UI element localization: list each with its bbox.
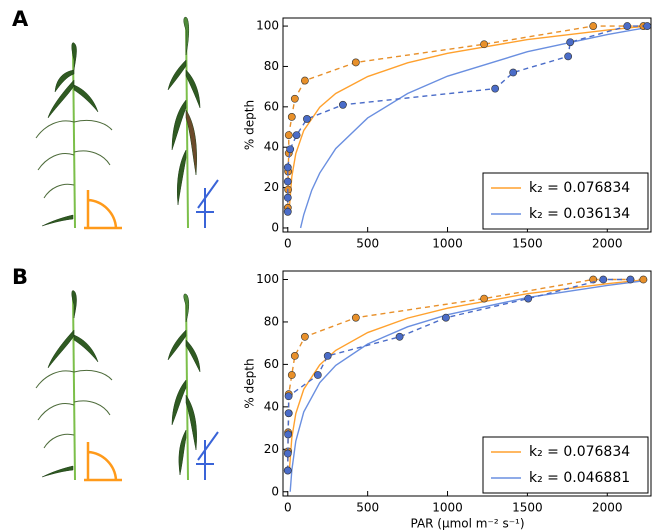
data-point [564, 52, 573, 61]
data-point [599, 275, 608, 284]
y-axis-label: % depth [243, 358, 257, 408]
data-point [284, 430, 293, 439]
fit-line [288, 25, 648, 208]
fit-line [299, 26, 648, 229]
y-tick-label: 40 [264, 140, 279, 154]
data-point [339, 100, 347, 109]
data-point [351, 58, 360, 67]
plant-illustrations-b [35, 290, 219, 482]
data-point [300, 76, 309, 85]
data-point [566, 38, 575, 47]
legend-box [482, 436, 649, 494]
legend-box [482, 172, 649, 230]
y-tick-label: 60 [264, 357, 279, 371]
data-point [284, 392, 293, 401]
data-point [524, 294, 533, 303]
panel-label: A [12, 7, 29, 31]
y-tick-label: 100 [256, 19, 279, 33]
y-tick-label: 0 [271, 220, 279, 234]
data-point [284, 131, 293, 139]
data-point [351, 313, 360, 322]
x-tick-label: 500 [356, 237, 379, 251]
y-tick-label: 80 [264, 314, 279, 328]
data-point [313, 371, 322, 379]
data-point [395, 332, 404, 341]
data-point [643, 22, 652, 30]
x-axis-label: PAR (μmol m⁻² s⁻¹) [410, 517, 524, 531]
legend-label: k₂ = 0.036134 [529, 206, 630, 222]
data-point [283, 449, 292, 458]
data-point [290, 94, 299, 103]
data-point [480, 294, 489, 303]
y-tick-label: 0 [271, 484, 279, 498]
data-point [283, 163, 292, 172]
x-tick-label: 1000 [432, 501, 463, 515]
panel-label: B [12, 265, 28, 289]
y-axis-label: % depth [243, 100, 257, 150]
data-point [292, 131, 301, 139]
data-point [287, 113, 296, 121]
plot-area [283, 275, 648, 492]
x-tick-label: 0 [284, 237, 292, 251]
data-point [442, 313, 450, 322]
measured-line [287, 278, 631, 471]
x-tick-label: 1500 [512, 501, 543, 515]
legend-label: k₂ = 0.046881 [529, 470, 630, 486]
x-tick-label: 1500 [512, 237, 543, 251]
fit-line [288, 278, 648, 471]
data-point [283, 466, 292, 475]
data-point [623, 22, 632, 30]
data-point [283, 193, 292, 202]
data-point [283, 177, 292, 186]
x-tick-label: 2000 [592, 501, 623, 515]
x-tick-label: 500 [356, 501, 379, 515]
plant-illustrations-a [35, 16, 219, 230]
legend-label: k₂ = 0.076834 [529, 444, 630, 460]
data-point [480, 40, 489, 49]
y-tick-label: 60 [264, 99, 279, 113]
plot-frame [282, 270, 652, 497]
data-point [284, 409, 293, 418]
data-point [283, 207, 292, 216]
data-point [300, 332, 309, 341]
y-tick-label: 20 [264, 442, 279, 456]
data-point [286, 145, 295, 154]
data-point [509, 68, 518, 77]
data-point [626, 275, 635, 284]
data-point [639, 275, 648, 284]
y-tick-label: 100 [256, 272, 279, 286]
data-point [290, 352, 299, 360]
data-point [491, 84, 500, 93]
legend-label: k₂ = 0.076834 [529, 180, 630, 196]
x-tick-label: 2000 [592, 237, 623, 251]
y-tick-label: 20 [264, 180, 279, 194]
x-tick-label: 0 [284, 501, 292, 515]
x-tick-label: 1000 [432, 237, 463, 251]
data-point [303, 115, 311, 123]
data-point [323, 352, 332, 360]
measured-line [287, 25, 644, 208]
y-tick-label: 40 [264, 399, 279, 413]
plot-area [283, 22, 652, 229]
data-point [589, 22, 598, 30]
data-point [287, 371, 296, 379]
plot-frame [282, 17, 652, 233]
y-tick-label: 80 [264, 59, 279, 73]
